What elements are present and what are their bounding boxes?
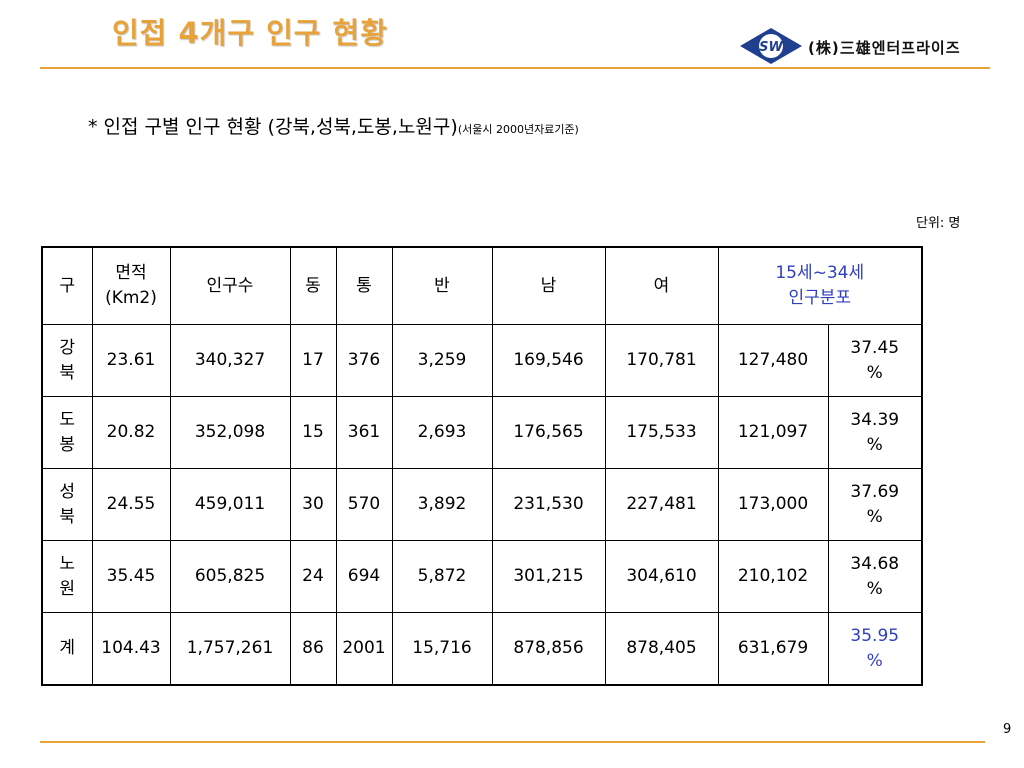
header-area: 면적 (Km2) (91, 246, 171, 325)
cell-area: 20.82 (91, 396, 171, 469)
cell-area: 35.45 (91, 540, 171, 613)
table-header-row: 구 면적 (Km2) 인구수 동 통 반 남 여 15세~34세 인구분포 (41, 246, 923, 325)
cell-ban: 3,892 (391, 468, 493, 541)
cell-female: 170,781 (604, 324, 719, 397)
cell-youth: 210,102 (717, 540, 829, 613)
cell-youth: 173,000 (717, 468, 829, 541)
cell-population: 605,825 (169, 540, 291, 613)
header-male: 남 (491, 246, 606, 325)
cell-youth-pct-total: 35.95% (827, 612, 923, 686)
top-divider (40, 67, 990, 69)
cell-tong: 376 (335, 324, 393, 397)
cell-population: 352,098 (169, 396, 291, 469)
company-name: (株)三雄엔터프라이즈 (808, 39, 961, 57)
page-title: 인접 4개구 인구 현황 (112, 16, 388, 50)
cell-female: 304,610 (604, 540, 719, 613)
cell-area: 24.55 (91, 468, 171, 541)
caption-main: * 인접 구별 인구 현황 (강북,성북,도봉,노원구) (88, 116, 458, 138)
svg-text:SW: SW (759, 40, 783, 55)
table-total-row: 계 104.43 1,757,261 86 2001 15,716 878,85… (41, 612, 923, 686)
cell-dong: 17 (289, 324, 337, 397)
cell-ban: 5,872 (391, 540, 493, 613)
cell-dong: 86 (289, 612, 337, 686)
caption-source-note: (서울시 2000년자료기준) (457, 123, 579, 136)
cell-population: 459,011 (169, 468, 291, 541)
cell-population: 1,757,261 (169, 612, 291, 686)
cell-male: 878,856 (491, 612, 606, 686)
cell-dong: 15 (289, 396, 337, 469)
cell-tong: 2001 (335, 612, 393, 686)
cell-youth-pct: 34.39% (827, 396, 923, 469)
cell-male: 176,565 (491, 396, 606, 469)
cell-male: 231,530 (491, 468, 606, 541)
cell-youth: 127,480 (717, 324, 829, 397)
cell-youth: 121,097 (717, 396, 829, 469)
sw-logo-icon: SW (740, 28, 802, 64)
cell-ban: 2,693 (391, 396, 493, 469)
cell-youth-pct: 34.68% (827, 540, 923, 613)
cell-dong: 30 (289, 468, 337, 541)
cell-male: 169,546 (491, 324, 606, 397)
cell-tong: 694 (335, 540, 393, 613)
page-number: 9 (1003, 722, 1012, 737)
cell-tong: 361 (335, 396, 393, 469)
cell-ban: 3,259 (391, 324, 493, 397)
header-ban: 반 (391, 246, 493, 325)
cell-youth-pct: 37.69% (827, 468, 923, 541)
cell-dong: 24 (289, 540, 337, 613)
header-population: 인구수 (169, 246, 291, 325)
cell-ban: 15,716 (391, 612, 493, 686)
header-dong: 동 (289, 246, 337, 325)
cell-youth-pct: 37.45% (827, 324, 923, 397)
cell-female: 227,481 (604, 468, 719, 541)
bottom-divider (40, 741, 985, 743)
header-female: 여 (604, 246, 719, 325)
header-tong: 통 (335, 246, 393, 325)
cell-female: 175,533 (604, 396, 719, 469)
header-youth-distribution: 15세~34세 인구분포 (717, 246, 923, 325)
table-caption: * 인접 구별 인구 현황 (강북,성북,도봉,노원구)(서울시 2000년자료… (88, 112, 579, 139)
cell-population: 340,327 (169, 324, 291, 397)
cell-total-label: 계 (41, 612, 93, 686)
cell-tong: 570 (335, 468, 393, 541)
cell-youth: 631,679 (717, 612, 829, 686)
unit-label: 단위: 명 (916, 216, 961, 231)
cell-area: 23.61 (91, 324, 171, 397)
cell-male: 301,215 (491, 540, 606, 613)
company-logo: SW (株)三雄엔터프라이즈 (738, 26, 988, 66)
cell-female: 878,405 (604, 612, 719, 686)
cell-area: 104.43 (91, 612, 171, 686)
header-gu: 구 (41, 246, 93, 325)
